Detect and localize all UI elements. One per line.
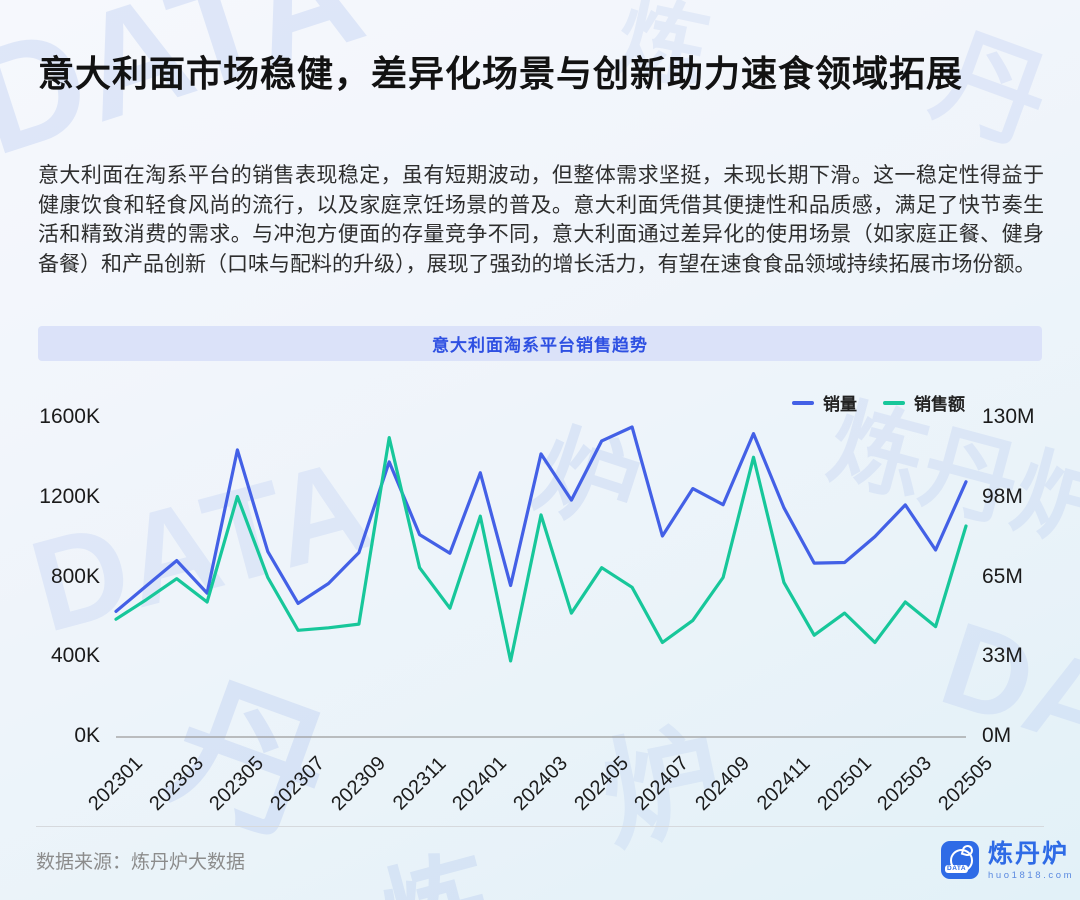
chart-title-banner: 意大利面淘系平台销售趋势 (38, 326, 1042, 361)
logo-text: 炼丹炉 huo1818.com (988, 841, 1074, 881)
body-paragraph: 意大利面在淘系平台的销售表现稳定，虽有短期波动，但整体需求坚挺，未现长期下滑。这… (38, 164, 1044, 276)
y-axis-label-right: 130M (982, 405, 1035, 428)
y-axis-label-right: 98M (982, 484, 1023, 508)
logo-domain: huo1818.com (988, 870, 1075, 881)
logo-brand-name: 炼丹炉 (988, 840, 1070, 868)
y-axis-label-right: 0M (982, 724, 1012, 747)
chart-title: 意大利面淘系平台销售趋势 (432, 336, 648, 355)
y-axis-label-left: 1600K (39, 405, 100, 428)
legend-item-销量: 销量 (792, 390, 857, 415)
page-title: 意大利面市场稳健，差异化场景与创新助力速食领域拓展 (38, 53, 964, 95)
y-axis-label-right: 33M (982, 644, 1023, 668)
sales-revenue-line (114, 436, 968, 663)
y-axis-label-left: 400K (50, 644, 100, 668)
sales-volume-line (114, 425, 968, 614)
legend-dash-icon (883, 400, 905, 405)
liandanlu-logo: DATA 炼丹炉 huo1818.com (941, 841, 1074, 881)
footer-divider (36, 826, 1044, 827)
y-axis-label-left: 0K (74, 724, 100, 747)
liandanlu-logo-icon: DATA (941, 841, 979, 879)
legend-dash-icon (792, 400, 814, 405)
y-axis-label-left: 800K (50, 564, 100, 588)
chart-legend: 销量 销售额 (792, 390, 965, 415)
y-axis-label-left: 1200K (39, 484, 100, 508)
data-source-note: 数据来源：炼丹炉大数据 (36, 852, 246, 873)
legend-item-销售额: 销售额 (883, 390, 965, 415)
y-axis-label-right: 65M (982, 564, 1023, 588)
data-badge: DATA (945, 865, 969, 873)
legend-label: 销售额 (914, 395, 965, 414)
legend-label: 销量 (823, 395, 857, 414)
